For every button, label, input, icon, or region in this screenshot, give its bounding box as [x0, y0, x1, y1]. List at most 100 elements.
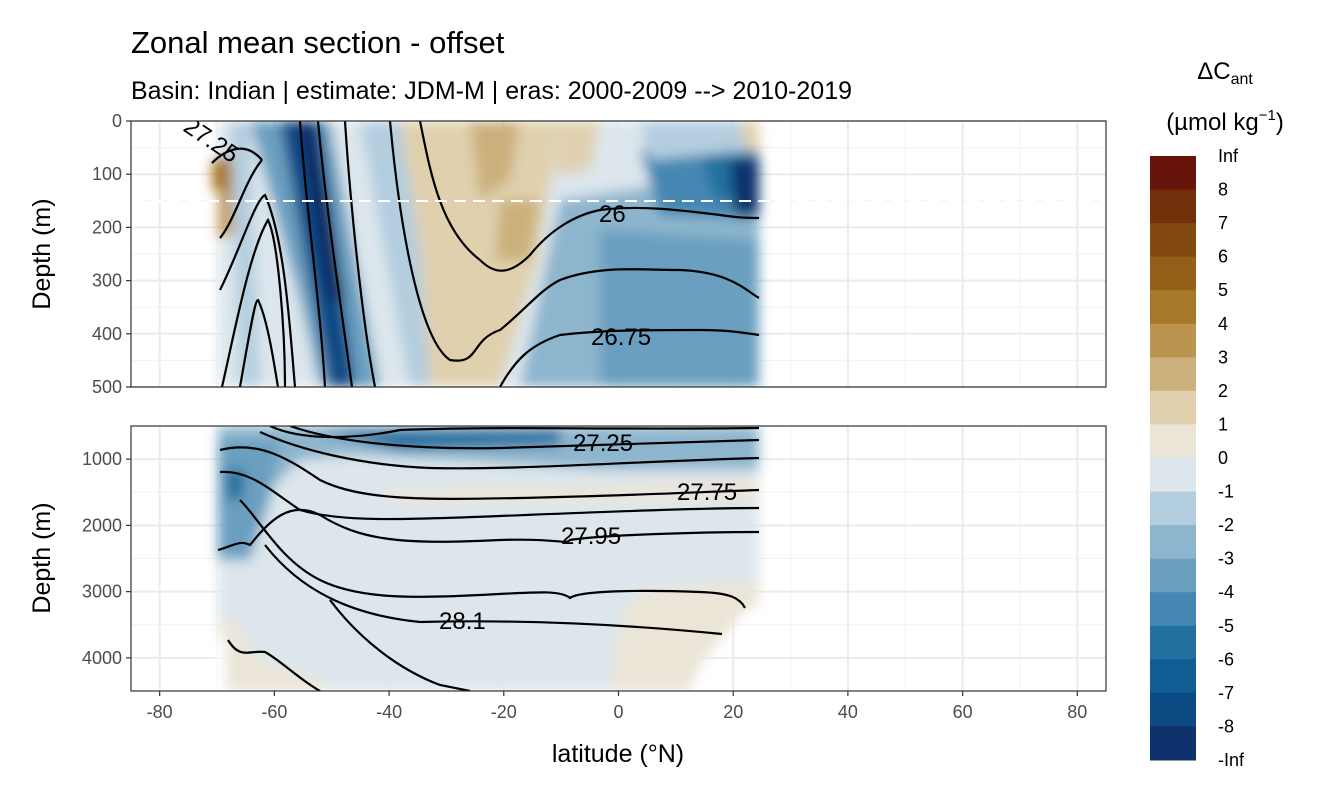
legend-break-label: 7 — [1218, 213, 1228, 233]
legend-color-step — [1150, 659, 1196, 694]
isopycnal-line — [388, 121, 760, 362]
x-tick-label: -80 — [147, 702, 173, 722]
isopycnal-line — [316, 121, 354, 387]
x-tick-label: 60 — [953, 702, 973, 722]
upper-panel-border — [130, 120, 1107, 388]
isopycnal-line — [298, 121, 327, 387]
y-tick-label: 500 — [92, 377, 122, 397]
upper-y-axis-title: Depth (m) — [28, 198, 56, 309]
legend-color-step — [1150, 156, 1196, 191]
legend-break-label: Inf — [1218, 146, 1239, 166]
legend-color-step — [1150, 525, 1196, 560]
lower-y-axis-title: Depth (m) — [28, 502, 56, 613]
chart-subtitle: Basin: Indian | estimate: JDM-M | eras: … — [131, 77, 852, 105]
legend-color-step — [1150, 390, 1196, 425]
legend-title: ΔCant — [1197, 58, 1253, 88]
isopycnal-line — [499, 328, 760, 387]
isopycnal-line — [329, 599, 471, 691]
legend-break-label: 6 — [1218, 247, 1228, 267]
upper-panel-isopycnals — [211, 121, 760, 387]
lower-panel-isopycnals — [217, 426, 760, 691]
isopycnal-line — [289, 426, 760, 450]
legend-break-label: 2 — [1218, 381, 1228, 401]
legend: ΔCant (µmol kg−1) Inf 8 7 6 5 4 3 2 1 0 -1 -2 -3 -4 -5… — [1150, 58, 1284, 770]
legend-break-label: -Inf — [1218, 750, 1245, 770]
chart-title: Zonal mean section - offset — [131, 25, 505, 60]
lower-panel-isopycnal-labels: 27.25 27.75 27.95 28.1 — [439, 430, 737, 635]
legend-break-label: -7 — [1218, 683, 1234, 703]
y-tick-label: 300 — [92, 271, 122, 291]
y-tick-label: 3000 — [82, 582, 122, 602]
legend-color-step — [1150, 223, 1196, 258]
isopycnal-label: 28.1 — [439, 608, 486, 635]
isopycnal-line — [219, 193, 297, 387]
legend-break-label: -3 — [1218, 549, 1234, 569]
isopycnal-line — [418, 121, 760, 272]
legend-break-label: -5 — [1218, 616, 1234, 636]
legend-break-label: 4 — [1218, 314, 1228, 334]
isopycnal-label: 27.95 — [561, 523, 621, 550]
legend-color-step — [1150, 726, 1196, 761]
isopycnal-label: 27.75 — [677, 479, 737, 506]
legend-break-label: -2 — [1218, 515, 1234, 535]
legend-color-step — [1150, 256, 1196, 291]
isopycnal-label: 27.25 — [573, 430, 633, 457]
y-tick-label: 2000 — [82, 515, 122, 535]
upper-y-axis: 0 100 200 300 400 500 — [92, 111, 131, 397]
upper-panel-field — [212, 121, 759, 387]
isopycnal-line — [211, 147, 263, 164]
legend-color-step — [1150, 458, 1196, 493]
legend-color-step — [1150, 558, 1196, 593]
isopycnal-line — [217, 508, 760, 552]
isopycnal-line — [219, 159, 263, 239]
isopycnal-line — [343, 121, 377, 387]
legend-break-label: -4 — [1218, 582, 1234, 602]
y-tick-label: 1000 — [82, 449, 122, 469]
isopycnal-line — [269, 426, 760, 439]
x-tick-label: 80 — [1067, 702, 1087, 722]
x-tick-label: -60 — [261, 702, 287, 722]
legend-colorbar — [1150, 156, 1196, 761]
legend-color-step — [1150, 491, 1196, 526]
x-tick-label: -40 — [376, 702, 402, 722]
x-axis-title: latitude (°N) — [552, 740, 684, 768]
legend-break-label: 8 — [1218, 180, 1228, 200]
isopycnal-line — [239, 499, 746, 609]
isopycnal-line — [220, 217, 287, 387]
legend-unit: (µmol kg−1) — [1166, 107, 1284, 136]
legend-labels: Inf 8 7 6 5 4 3 2 1 0 -1 -2 -3 -4 -5 -6 -7 -8 -Inf — [1218, 146, 1245, 770]
legend-break-label: -8 — [1218, 716, 1234, 736]
y-tick-label: 200 — [92, 217, 122, 237]
x-tick-label: 40 — [838, 702, 858, 722]
x-tick-label: 0 — [613, 702, 623, 722]
lower-panel: 27.25 27.75 27.95 28.1 1000200030004000 … — [28, 425, 1107, 722]
lower-y-axis: 1000 2000 3000 4000 — [82, 449, 131, 668]
isopycnal-line — [238, 298, 280, 387]
legend-color-step — [1150, 323, 1196, 358]
isopycnal-line — [219, 446, 760, 500]
isopycnal-line — [219, 470, 760, 521]
isopycnal-line — [264, 544, 723, 636]
isopycnal-line — [227, 639, 321, 691]
y-tick-label: 400 — [92, 324, 122, 344]
legend-break-label: -6 — [1218, 649, 1234, 669]
isopycnal-line — [259, 430, 760, 470]
x-tick-label: 20 — [723, 702, 743, 722]
legend-color-step — [1150, 424, 1196, 459]
y-tick-label: 4000 — [82, 648, 122, 668]
legend-color-step — [1150, 290, 1196, 325]
y-tick-label: 100 — [92, 164, 122, 184]
legend-color-step — [1150, 592, 1196, 627]
legend-color-step — [1150, 625, 1196, 660]
legend-break-label: 0 — [1218, 448, 1228, 468]
x-tick-label: -20 — [491, 702, 517, 722]
isopycnal-label: 26.75 — [591, 324, 651, 351]
x-axis: -80 -60 -40 -20 0 20 40 60 80 — [147, 691, 1087, 722]
legend-break-label: 5 — [1218, 280, 1228, 300]
legend-color-step — [1150, 189, 1196, 224]
legend-color-step — [1150, 692, 1196, 727]
legend-color-step — [1150, 357, 1196, 392]
legend-break-label: -1 — [1218, 482, 1234, 502]
legend-break-label: 1 — [1218, 414, 1228, 434]
